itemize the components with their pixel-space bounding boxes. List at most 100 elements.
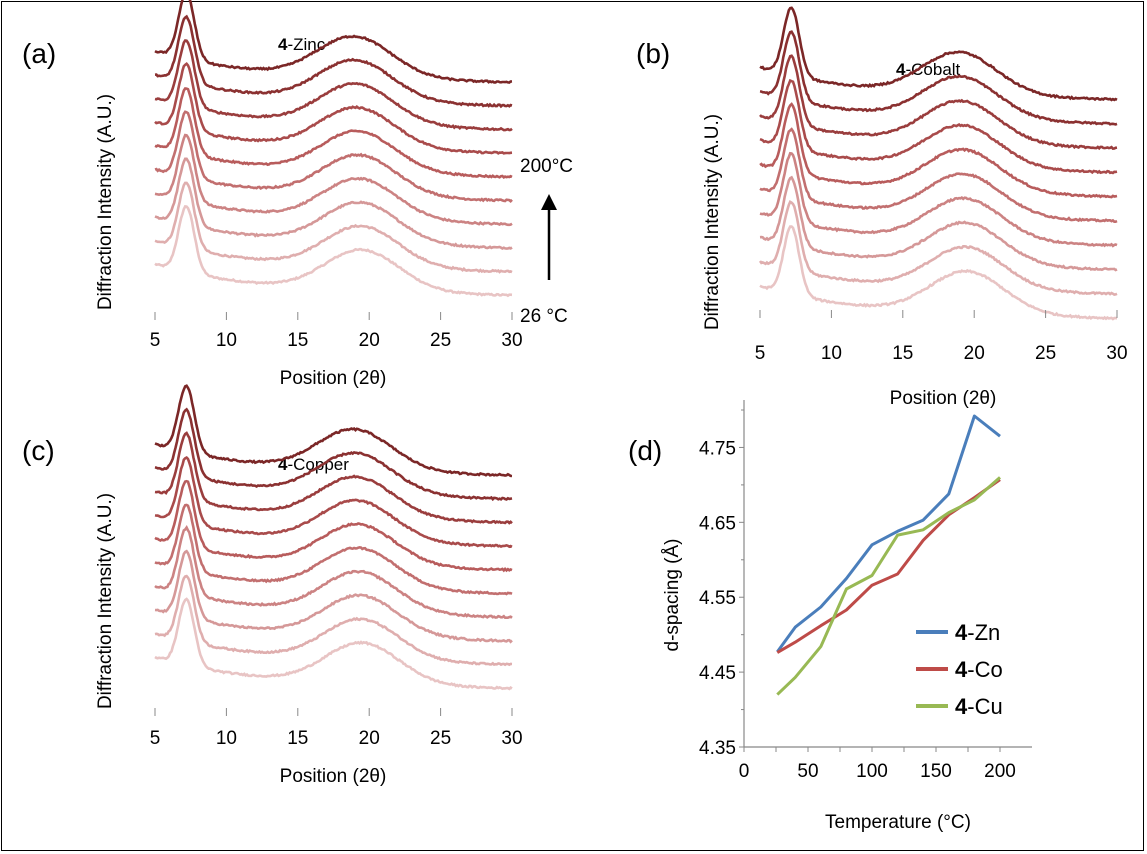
panel-d-axes: 4.35 4.45 4.55 4.65 4.75 0 50 100 150 200	[699, 400, 1032, 782]
xtick-label-b-5: 5	[755, 343, 766, 364]
ytick-label-d-4.45: 4.45	[699, 663, 736, 684]
xrd-trace-a-4	[154, 133, 513, 227]
xrd-trace-a-1	[154, 204, 513, 298]
xrd-trace-b-3	[759, 175, 1118, 272]
panel-b-label: (b)	[636, 38, 670, 69]
panel-d-legend: 4-Zn 4-Co 4-Cu	[916, 620, 1003, 719]
panel-c-title-bold: 4	[278, 455, 288, 474]
xrd-trace-c-2	[154, 574, 513, 667]
xrd-trace-a-6	[154, 87, 513, 180]
panel-c-title: 4-Copper	[278, 455, 349, 474]
xrd-trace-b-10	[759, 6, 1118, 102]
xtick-label-d-200: 200	[984, 761, 1016, 782]
xrd-trace-c-3	[154, 549, 513, 644]
xrd-trace-b-1	[759, 225, 1118, 321]
xrd-trace-c-5	[154, 503, 513, 596]
legend-label-zn: 4-Zn	[955, 620, 1000, 645]
xrd-trace-c-8	[154, 431, 513, 525]
panel-a-title-rest: -Zinc	[287, 35, 325, 54]
xrd-trace-c-9	[154, 407, 513, 502]
xtick-label-a-15: 15	[287, 330, 308, 351]
xrd-trace-c-7	[154, 456, 513, 549]
panel-a-zinc: (a) 4-Zinc Diffraction Intensity (A.U.) …	[22, 0, 573, 389]
panel-a-title-bold: 4	[278, 35, 288, 54]
xtick-label-c-5: 5	[150, 728, 161, 749]
xtick-label-a-10: 10	[216, 330, 237, 351]
xtick-label-b-20: 20	[964, 343, 985, 364]
xrd-trace-a-9	[154, 14, 513, 109]
panel-a-title: 4-Zinc	[278, 35, 326, 54]
xtick-label-b-25: 25	[1035, 343, 1056, 364]
series-line-zn	[776, 414, 1001, 653]
xrd-trace-a-7	[154, 62, 513, 155]
xrd-trace-b-9	[759, 30, 1118, 126]
xrd-trace-c-6	[154, 479, 513, 573]
xtick-label-a-20: 20	[359, 330, 380, 351]
panel-a-ylabel: Diffraction Intensity (A.U.)	[95, 94, 116, 310]
xrd-trace-b-5	[759, 127, 1118, 223]
xrd-trace-c-4	[154, 524, 513, 619]
temperature-arrow-icon	[541, 194, 557, 210]
panel-b-title-rest: -Cobalt	[905, 60, 960, 79]
panel-b-xlabel: Position (2θ)	[890, 388, 997, 409]
xrd-trace-b-8	[759, 54, 1118, 151]
xtick-label-c-20: 20	[359, 728, 380, 749]
panel-c-xlabel: Position (2θ)	[280, 766, 387, 787]
panel-b-xticks: 5 10 15 20 25 30	[755, 310, 1128, 364]
panel-d-series	[776, 414, 1001, 696]
ytick-label-d-4.75: 4.75	[699, 438, 736, 459]
xrd-trace-a-8	[154, 39, 513, 132]
panel-c-ylabel: Diffraction Intensity (A.U.)	[95, 493, 116, 709]
panel-a-xlabel: Position (2θ)	[280, 368, 387, 389]
panel-b-cobalt: (b) 4-Cobalt Diffraction Intensity (A.U.…	[636, 6, 1128, 409]
panel-a-label: (a)	[22, 38, 56, 69]
xtick-label-d-50: 50	[797, 761, 818, 782]
xrd-trace-c-10	[154, 384, 513, 478]
panel-d-label: (d)	[628, 435, 662, 466]
xrd-trace-b-4	[759, 151, 1118, 248]
panel-b-traces	[758, 6, 1118, 321]
panel-c-copper: (c) 4-Copper Diffraction Intensity (A.U.…	[22, 384, 523, 787]
xtick-label-c-10: 10	[216, 728, 237, 749]
xtick-label-c-15: 15	[287, 728, 308, 749]
panel-b-title-bold: 4	[896, 60, 906, 79]
series-line-cu	[776, 476, 1001, 696]
xrd-trace-b-2	[758, 200, 1118, 296]
panel-d-xlabel: Temperature (°C)	[825, 812, 971, 833]
xtick-label-c-30: 30	[501, 728, 522, 749]
panel-a-traces	[154, 0, 513, 298]
ytick-label-d-4.35: 4.35	[699, 738, 736, 759]
xtick-label-d-100: 100	[856, 761, 888, 782]
panel-d-ylabel: d-spacing (Å)	[662, 539, 683, 652]
panel-c-label: (c)	[22, 435, 55, 466]
xrd-trace-a-3	[154, 157, 513, 251]
xrd-trace-b-7	[759, 78, 1118, 175]
xtick-label-b-10: 10	[821, 343, 842, 364]
xtick-label-c-25: 25	[430, 728, 451, 749]
xtick-label-a-30: 30	[501, 330, 522, 351]
panel-b-title: 4-Cobalt	[896, 60, 961, 79]
xrd-trace-c-1	[154, 597, 513, 691]
annotation-26c: 26 °C	[520, 306, 568, 327]
xtick-label-b-15: 15	[892, 343, 913, 364]
panel-a-xticks: 5 10 15 20 25 30	[150, 312, 523, 351]
panel-c-title-rest: -Copper	[287, 455, 349, 474]
xrd-trace-a-2	[154, 181, 513, 274]
panel-d-dspacing: (d) d-spacing (Å) 4.35 4.45 4.55 4.65 4.75 0 5…	[628, 400, 1032, 833]
xtick-label-d-150: 150	[920, 761, 952, 782]
xtick-label-d-0: 0	[739, 761, 750, 782]
legend-label-co: 4-Co	[955, 657, 1003, 682]
xrd-trace-a-10	[154, 0, 513, 84]
xrd-trace-a-5	[154, 110, 513, 203]
xtick-label-a-25: 25	[430, 330, 451, 351]
ytick-label-d-4.55: 4.55	[699, 588, 736, 609]
panel-c-xticks: 5 10 15 20 25 30	[150, 708, 523, 749]
annotation-200c: 200°C	[520, 156, 573, 177]
legend-label-cu: 4-Cu	[955, 694, 1003, 719]
panel-c-traces	[154, 384, 513, 691]
ytick-label-d-4.65: 4.65	[699, 513, 736, 534]
xtick-label-a-5: 5	[150, 330, 161, 351]
xtick-label-b-30: 30	[1106, 343, 1127, 364]
